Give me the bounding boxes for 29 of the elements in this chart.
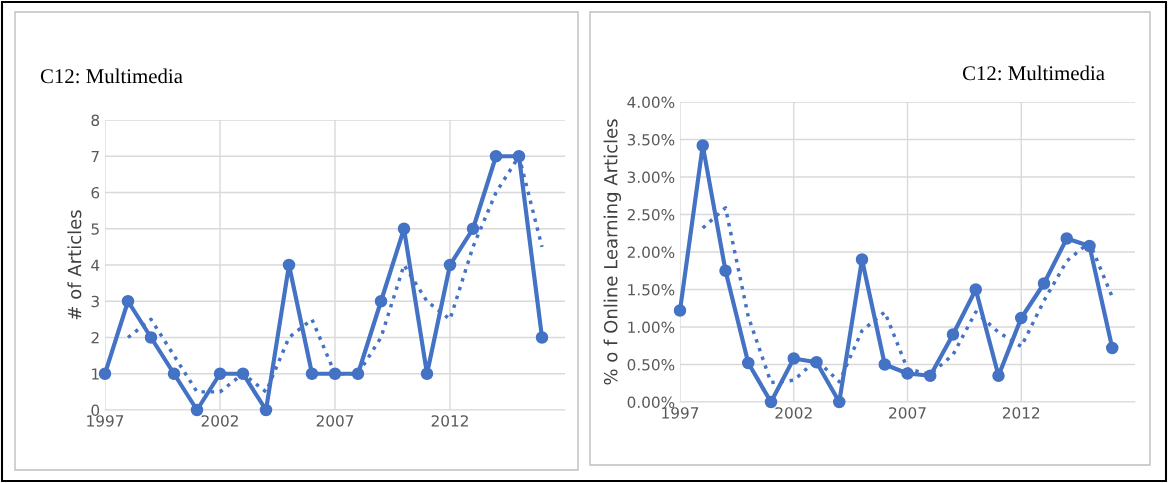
- x-tick-label: 1997: [87, 415, 124, 427]
- y-tick-label: 1.50%: [628, 283, 675, 296]
- y-tick-label: 2.00%: [627, 246, 675, 259]
- y-tick-label: 7: [91, 150, 99, 163]
- y-tick-label: 4: [91, 259, 100, 271]
- x-tick-label: 2002: [775, 407, 812, 419]
- y-tick-label: 8: [91, 114, 100, 127]
- chart-title: C12: Multimedia: [40, 68, 183, 84]
- y-tick-label: 0.00%: [627, 396, 675, 409]
- y-tick-label: 2.50%: [627, 208, 675, 221]
- y-tick-label: 1: [92, 368, 99, 380]
- x-tick-label: 2012: [1002, 407, 1040, 419]
- y-tick-label: 2: [91, 331, 99, 344]
- chart-title: C12: Multimedia: [962, 65, 1105, 81]
- y-tick-label: 3.00%: [627, 171, 675, 184]
- x-tick-label: 2002: [201, 415, 238, 427]
- y-tick-label: 1.00%: [628, 321, 675, 334]
- y-tick-label: 3: [91, 295, 99, 308]
- y-tick-label: 4.00%: [627, 96, 675, 109]
- x-tick-label: 2012: [431, 415, 468, 427]
- y-axis-title: % o f Online Learning Articles: [603, 119, 622, 385]
- x-tick-label: 2007: [316, 415, 354, 427]
- y-axis-title: # of Articles: [67, 210, 82, 320]
- y-tick-label: 0.50%: [627, 358, 675, 371]
- y-tick-label: 3.50%: [627, 133, 675, 146]
- y-tick-label: 6: [91, 186, 100, 199]
- x-tick-label: 2007: [889, 407, 926, 419]
- y-tick-label: 5: [91, 223, 99, 235]
- x-tick-label: 1997: [662, 407, 699, 419]
